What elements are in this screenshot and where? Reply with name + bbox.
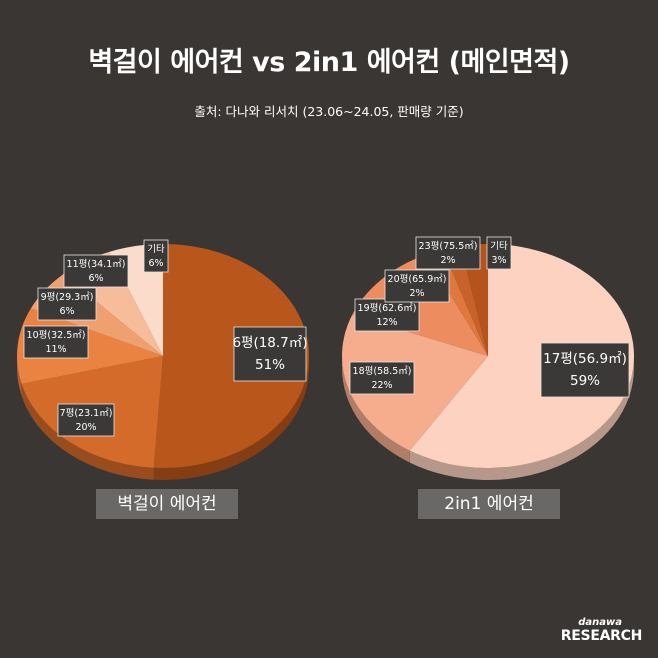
slice-label-box-3 [37,287,97,321]
brand-logo-bottom: RESEARCH [560,628,643,644]
pie-chart-wall-mounted: 6평(18.7㎡) 51% 7평(23.1㎡) 20% 10평(32.5㎡) 11% 9평(… [16,239,309,480]
slice-name-3: 9평(29.3㎡) [41,292,94,303]
slice-percent-2: 12% [376,317,397,328]
slice-label-box-0 [233,326,307,382]
slice-label-box-4 [415,236,481,270]
slice-label-2: 19평(62.6㎡) 12% [354,298,420,332]
slice-percent-5: 3% [491,255,506,266]
pie-slice-1 [341,314,488,451]
slice-label-box-5 [143,239,169,273]
pie-slice-0 [409,244,634,468]
slice-percent-0: 51% [255,357,285,373]
slice-label-box-0 [540,342,630,398]
brand-logo: danawa RESEARCH [560,617,643,644]
pie-slice-0 [153,244,309,468]
slice-label-5: 기타 6% [143,239,169,273]
slice-percent-4: 2% [440,255,455,266]
slice-label-5: 기타 3% [486,236,512,270]
slice-label-box-1 [349,361,415,395]
slice-label-0: 17평(56.9㎡) 59% [540,342,630,398]
slice-percent-3: 2% [409,288,424,299]
slice-label-3: 20평(65.9㎡) 2% [384,269,450,303]
slice-name-4: 11평(34.1㎡) [67,259,126,270]
slice-name-4: 23평(75.5㎡) [419,241,478,252]
slice-name-3: 20평(65.9㎡) [388,274,447,285]
pie-chart-2in1: 17평(56.9㎡) 59% 18평(58.5㎡) 22% 19평(62.6㎡) 12% 2… [341,236,634,481]
slice-name-2: 10평(32.5㎡) [27,330,86,341]
pie-side-0 [409,356,634,481]
slice-label-4: 11평(34.1㎡) 6% [63,254,129,288]
slice-label-2: 10평(32.5㎡) 11% [23,325,89,359]
slice-name-0: 17평(56.9㎡) [543,351,627,367]
pie-side-1 [342,356,410,463]
slice-label-box-2 [354,298,420,332]
pie-caption-wall-mounted: 벽걸이 에어컨 [96,489,238,519]
slice-label-3: 9평(29.3㎡) 6% [37,287,97,321]
slice-percent-4: 6% [88,273,103,284]
slice-label-0: 6평(18.7㎡) 51% [232,326,308,382]
pie-side-0 [153,356,309,480]
slice-label-box-2 [23,325,89,359]
slice-percent-1: 22% [371,380,392,391]
pie-slice-4 [442,245,488,356]
slice-name-1: 18평(58.5㎡) [353,366,412,377]
slice-label-1: 18평(58.5㎡) 22% [349,361,415,395]
pie-side-2 [17,356,22,396]
slice-label-box-4 [63,254,129,288]
slice-label-box-1 [57,403,115,437]
slice-label-box-5 [486,236,512,270]
slice-name-1: 7평(23.1㎡) [60,408,113,419]
slice-percent-5: 6% [148,258,163,269]
slice-name-0: 6평(18.7㎡) [232,335,307,351]
page-title: 벽걸이 에어컨 vs 2in1 에어컨 (메인면적) [88,47,570,78]
slice-name-2: 19평(62.6㎡) [358,303,417,314]
slice-label-box-3 [384,269,450,303]
slice-percent-1: 20% [75,422,96,433]
pie-caption-2in1: 2in1 에어컨 [418,489,560,519]
slice-percent-0: 59% [570,373,600,389]
slice-label-1: 7평(23.1㎡) 20% [57,403,115,437]
pie-side-1 [21,383,154,480]
pie-slice-5 [460,244,488,356]
slice-percent-3: 6% [59,306,74,317]
slice-name-5: 기타 [147,244,165,255]
slice-label-4: 23평(75.5㎡) 2% [415,236,481,270]
slice-name-5: 기타 [490,241,508,252]
slice-percent-2: 11% [45,344,66,355]
brand-logo-top: danawa [578,617,622,628]
source-note: 출처: 다나와 리서치 (23.06~24.05, 판매량 기준) [194,104,464,119]
